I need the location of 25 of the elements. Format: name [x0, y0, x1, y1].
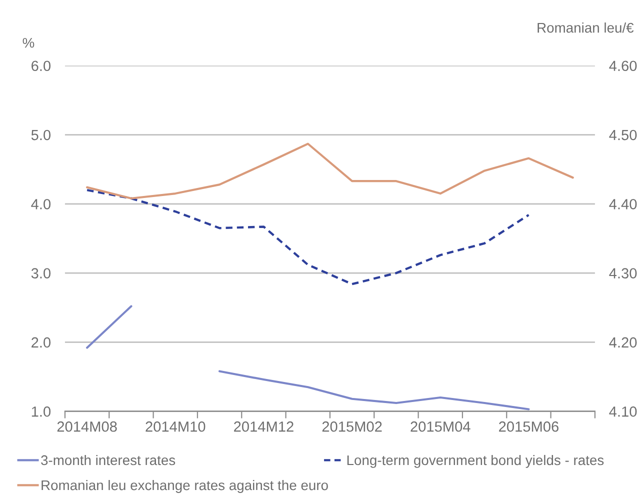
- y2-tick-label: 4.10: [609, 406, 637, 417]
- line-series: [86, 188, 530, 286]
- x-tick-label: 2014M08: [57, 421, 117, 432]
- y-tick-label: 6.0: [32, 60, 51, 72]
- y2-tick-label: 4.50: [609, 130, 637, 140]
- y-axis-title: %: [22, 38, 34, 48]
- y2-tick-label: 4.20: [609, 337, 637, 348]
- legend-label: 3-month interest rates: [41, 454, 176, 466]
- line-series: [86, 142, 574, 200]
- y2-tick-label: 4.40: [609, 199, 637, 210]
- legend-label: Long-term government bond yields - rates: [347, 454, 604, 468]
- y2-tick-label: 4.30: [609, 268, 637, 278]
- y-tick-label: 2.0: [32, 337, 51, 348]
- y-tick-label: 1.0: [32, 406, 51, 417]
- y2-tick-label: 4.60: [609, 60, 637, 72]
- y-tick-label: 4.0: [31, 199, 51, 210]
- x-tick-label: 2015M02: [322, 421, 382, 432]
- x-tick-label: 2014M10: [146, 421, 206, 432]
- y2-axis-title: Romanian leu/€: [538, 22, 634, 33]
- x-tick-label: 2015M04: [410, 421, 470, 432]
- legend-label: Romanian leu exchange rates against the euro: [42, 480, 328, 493]
- x-tick-label: 2015M06: [499, 421, 558, 432]
- y-tick-label: 3.0: [31, 268, 51, 278]
- x-tick-label: 2014M12: [234, 421, 294, 432]
- y-tick-label: 5.0: [31, 130, 51, 140]
